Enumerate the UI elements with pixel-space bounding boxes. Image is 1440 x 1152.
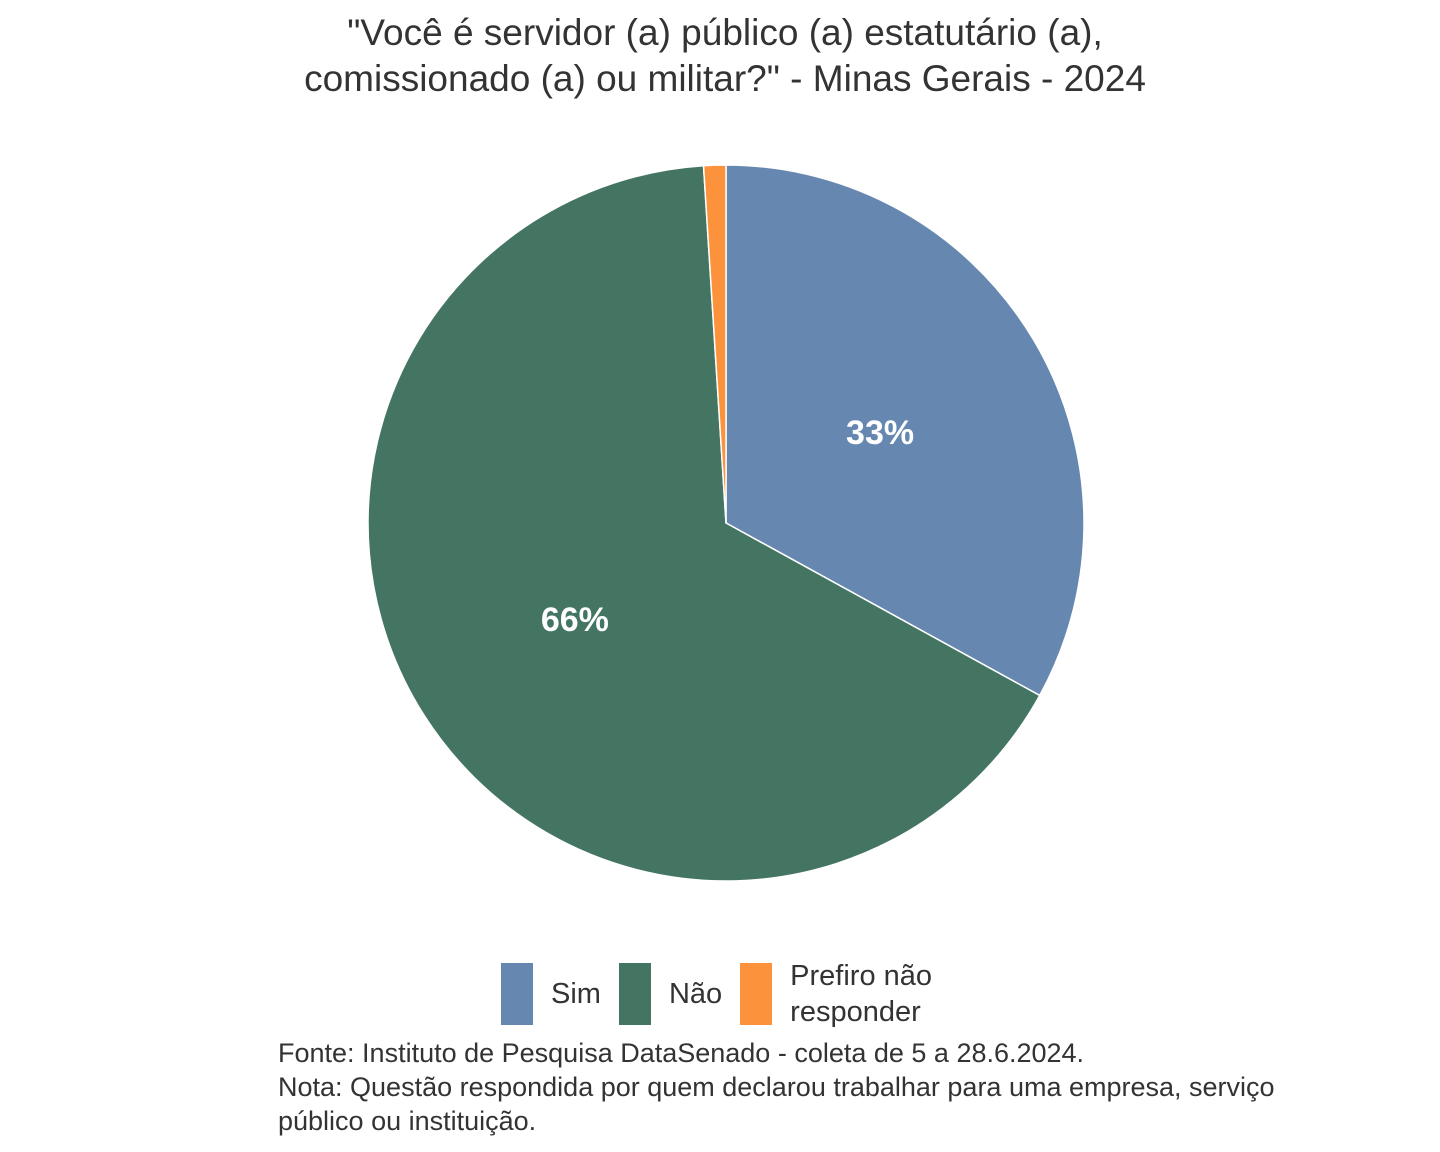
title-line-2: comissionado (a) ou militar?" - Minas Ge…	[304, 58, 1146, 99]
pie-slice-1	[367, 164, 1041, 882]
legend-label-prefiro: Prefiro não responder	[790, 958, 932, 1030]
chart-title: "Você é servidor (a) público (a) estatut…	[0, 10, 1440, 102]
caption: Fonte: Instituto de Pesquisa DataSenado …	[278, 1036, 1275, 1138]
pie-slice-0	[725, 164, 1085, 697]
legend-label-nao: Não	[668, 978, 723, 1010]
legend: Sim Não Prefiro não responder	[501, 958, 950, 1030]
legend-label-sim: Sim	[551, 978, 601, 1010]
legend-label-prefiro-line-1: Prefiro não	[790, 960, 933, 992]
caption-note-2: público ou instituição.	[278, 1106, 537, 1136]
legend-key-prefiro	[740, 963, 773, 1025]
caption-note-1: Nota: Questão respondida por quem declar…	[278, 1072, 1275, 1102]
caption-source: Fonte: Instituto de Pesquisa DataSenado …	[278, 1038, 1085, 1068]
slice-label-0: 33%	[846, 414, 914, 452]
legend-label-prefiro-line-2: responder	[790, 996, 921, 1028]
title-line-1: "Você é servidor (a) público (a) estatut…	[347, 12, 1103, 53]
legend-key-sim	[501, 963, 533, 1025]
slice-label-1: 66%	[541, 601, 609, 639]
legend-key-nao	[618, 963, 651, 1025]
pie-slice-2	[702, 164, 727, 524]
